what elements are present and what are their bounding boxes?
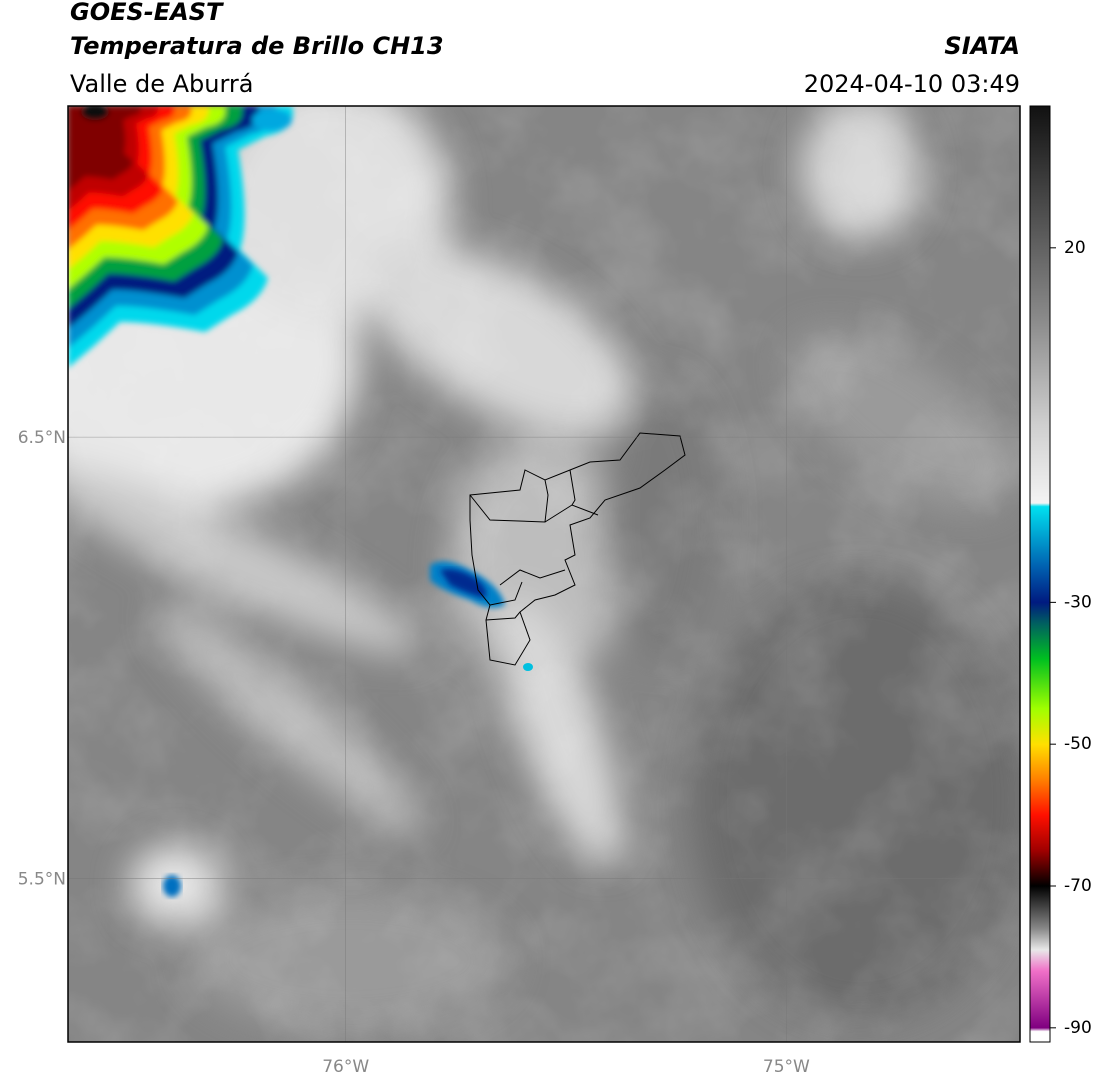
colorbar-tick-label: -30	[1064, 592, 1092, 612]
source: SIATA	[944, 32, 1020, 60]
map-frame	[67, 105, 1021, 1043]
x-tick-label: 76°W	[322, 1057, 369, 1077]
satellite-image	[68, 106, 1020, 1042]
colorbar-tick-label: -70	[1064, 876, 1092, 896]
y-tick-label: 5.5°N	[18, 870, 66, 890]
colorbar-tick-label: -90	[1064, 1018, 1092, 1038]
datetime: 2024-04-10 03:49	[804, 70, 1020, 98]
colorbar	[1029, 105, 1051, 1043]
colorbar-tick-label: 20	[1064, 238, 1086, 258]
region: Valle de Aburrá	[70, 70, 254, 98]
y-tick-label: 6.5°N	[18, 428, 66, 448]
colorbar-tick-label: -50	[1064, 734, 1092, 754]
x-tick-label: 75°W	[763, 1057, 810, 1077]
title: GOES-EAST	[70, 0, 224, 26]
subtitle: Temperatura de Brillo CH13	[70, 32, 444, 60]
